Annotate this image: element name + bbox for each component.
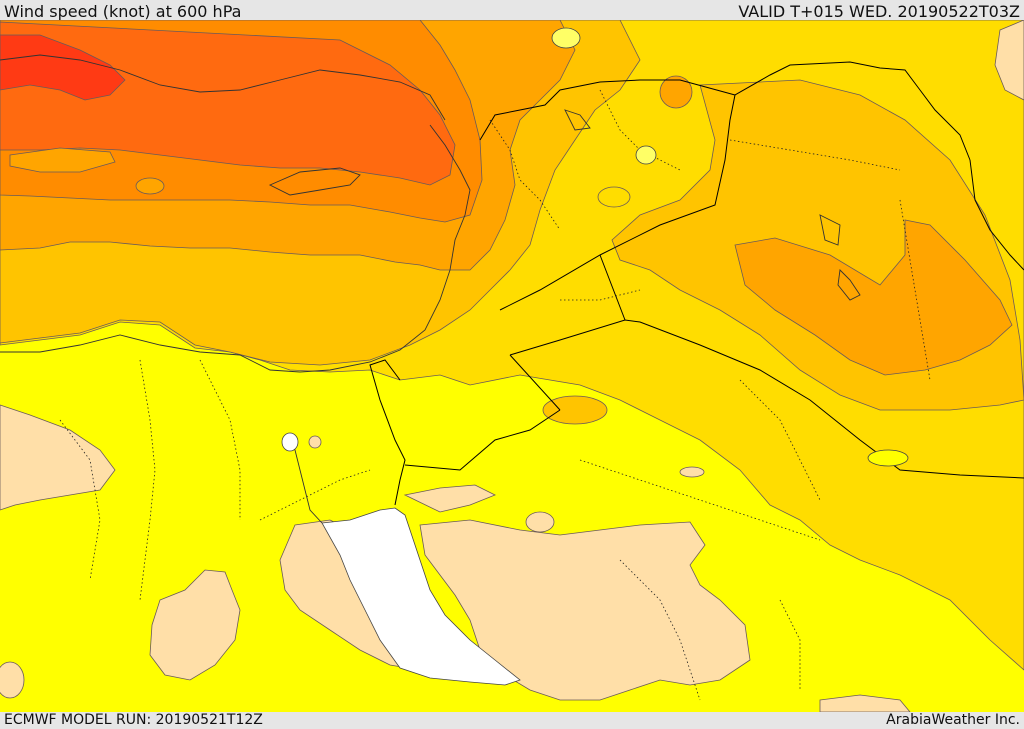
wind-patch-east-small — [597, 186, 631, 208]
calm-zone-arabia — [403, 484, 751, 701]
model-run-label: ECMWF MODEL RUN: 20190521T12Z — [4, 712, 263, 728]
map-title: Wind speed (knot) at 600 hPa — [4, 2, 242, 21]
lake-icon-3 — [281, 432, 299, 452]
calm-patch-1 — [525, 511, 555, 533]
calm-zone-southwest — [149, 569, 241, 681]
wind-patch-fresh-south — [542, 395, 608, 425]
calm-patch-2 — [679, 466, 705, 478]
wind-field-max — [0, 34, 126, 101]
lake-icon-2 — [551, 27, 581, 49]
lake-icon-4 — [867, 449, 909, 467]
calm-zone-west — [0, 404, 116, 511]
wind-speed-map — [0, 20, 1024, 712]
wind-patch-small — [135, 177, 165, 195]
lake-icon — [635, 145, 657, 165]
wind-field-very-strong — [0, 21, 456, 186]
calm-patch-4 — [0, 661, 25, 699]
calm-zone-northeast — [994, 20, 1024, 101]
wind-patch-moderate-cyprus — [9, 147, 116, 173]
credit-label: ArabiaWeather Inc. — [886, 712, 1020, 728]
calm-patch-3 — [308, 435, 322, 449]
country-borders — [369, 61, 1024, 506]
valid-time-label: VALID T+015 WED. 20190522T03Z — [738, 2, 1020, 21]
masked-water-red-sea — [321, 507, 521, 686]
wind-patch-east-small-2 — [659, 75, 693, 109]
wind-field-strong-east — [734, 219, 1013, 376]
region-boundaries — [59, 89, 931, 701]
calm-zone-southeast — [819, 694, 911, 712]
